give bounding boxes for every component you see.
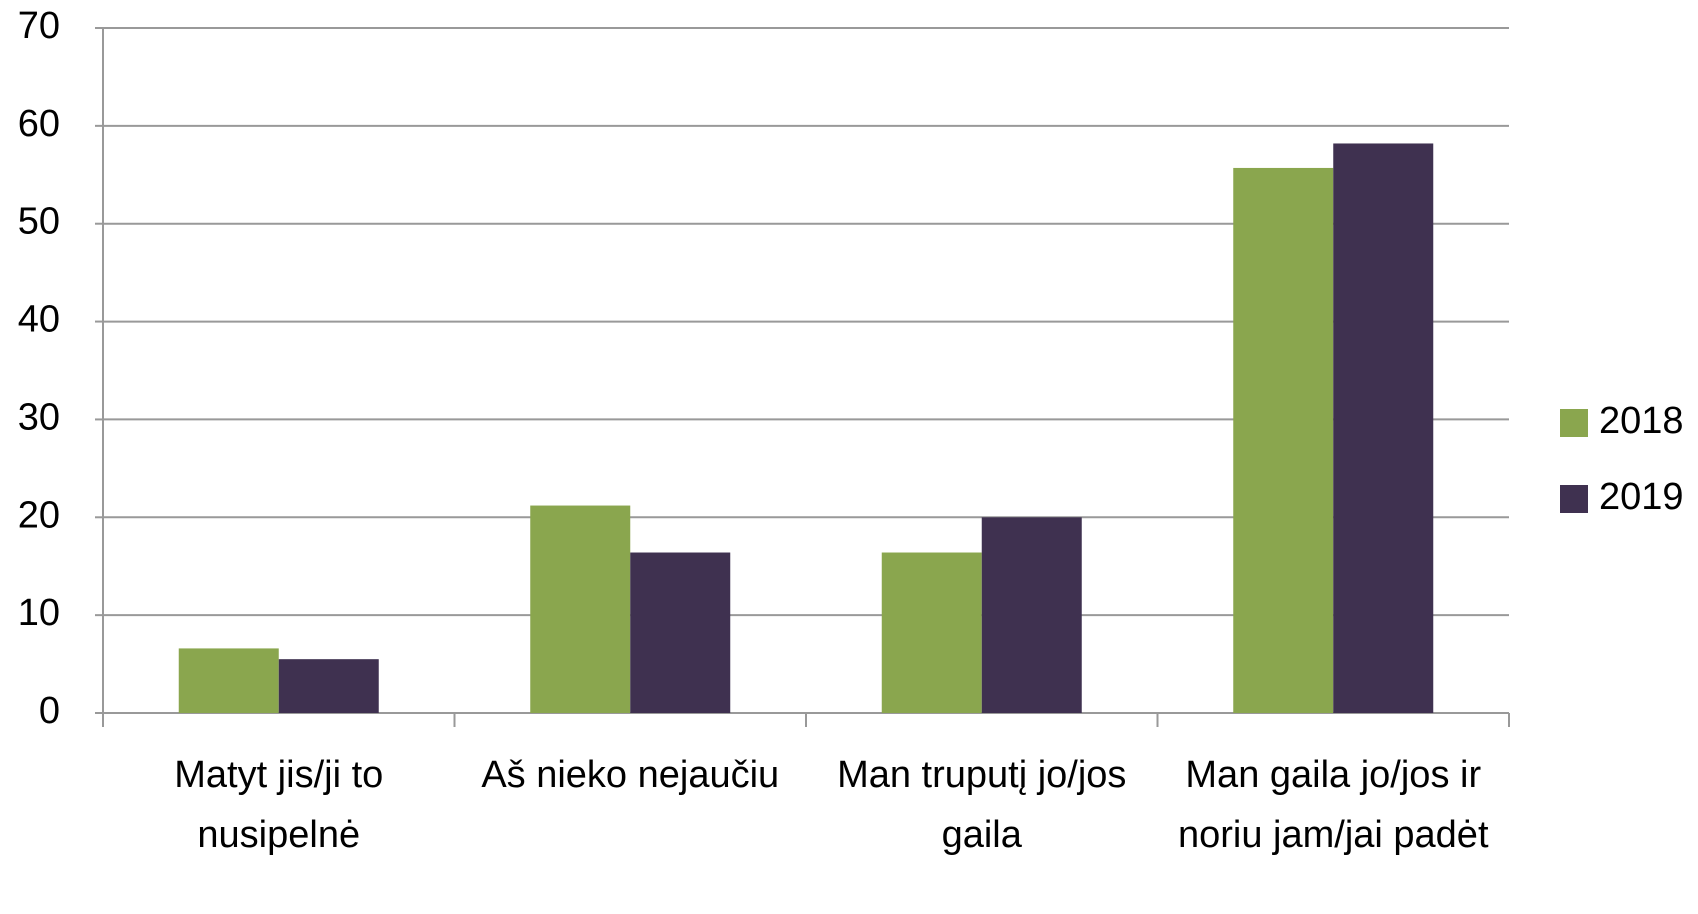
y-tick-label: 20 <box>18 494 60 536</box>
y-tick-label: 40 <box>18 299 60 341</box>
legend-label: 2018 <box>1599 400 1684 442</box>
bar <box>530 505 631 713</box>
bar <box>981 517 1082 713</box>
bar <box>278 659 379 713</box>
bar <box>178 648 279 713</box>
x-tick-label: Aš nieko nejaučiu <box>481 754 780 796</box>
y-tick-label: 50 <box>18 201 60 243</box>
y-tick-label: 60 <box>18 103 60 145</box>
legend-swatch <box>1560 485 1588 513</box>
legend-swatch <box>1560 409 1588 437</box>
y-tick-label: 70 <box>18 5 60 47</box>
x-tick-label: Matyt jis/ji to nusipelnė <box>174 754 384 856</box>
x-tick-label: Man gaila jo/jos ir noriu jam/jai padėt <box>1177 754 1489 856</box>
y-tick-label: 30 <box>18 396 60 438</box>
bar <box>630 552 731 713</box>
legend-label: 2019 <box>1599 476 1684 518</box>
y-tick-label: 10 <box>18 592 60 634</box>
bar <box>881 552 982 713</box>
bar <box>1333 143 1434 713</box>
y-tick-label: 0 <box>39 690 60 732</box>
x-tick-label: Man truputį jo/jos gaila <box>837 754 1127 856</box>
bar <box>1233 167 1334 713</box>
